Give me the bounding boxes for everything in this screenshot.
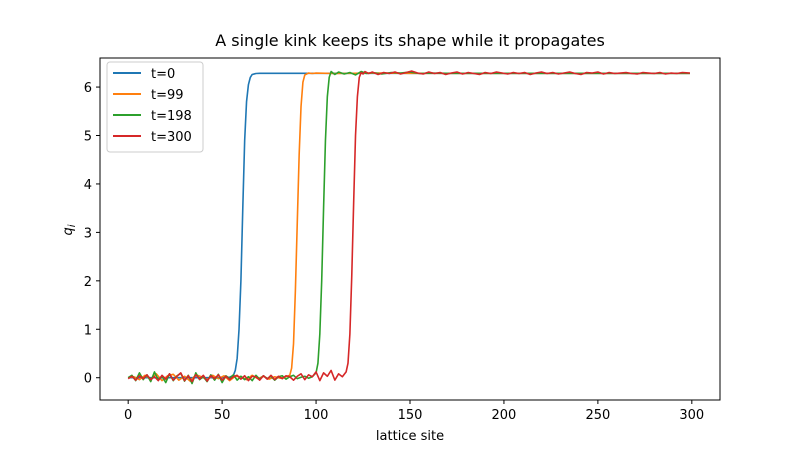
series-line-2: [127, 70, 690, 385]
y-tick-label-0: 0: [84, 372, 92, 387]
x-tick-label-6: 300: [679, 408, 704, 423]
series-line-3: [127, 70, 690, 383]
y-axis-label-subscript: i: [67, 224, 78, 227]
x-tick-label-4: 200: [492, 408, 517, 423]
x-tick-label-0: 0: [124, 408, 132, 423]
y-tick-label-1: 1: [84, 323, 92, 338]
legend-label-2: t=198: [151, 109, 192, 124]
x-tick-label-2: 100: [304, 408, 329, 423]
legend-box: [106, 61, 204, 153]
x-tick-label-5: 250: [585, 408, 610, 423]
x-tick-label-1: 50: [214, 408, 231, 423]
y-tick-label-6: 6: [84, 81, 92, 96]
legend-label-0: t=0: [151, 67, 175, 82]
legend-label-3: t=300: [151, 130, 192, 145]
chart-title: A single kink keeps its shape while it p…: [215, 31, 605, 50]
series-line-0: [128, 72, 690, 379]
y-tick-label-4: 4: [84, 178, 92, 193]
x-axis-label: lattice site: [376, 429, 444, 444]
y-tick-label-3: 3: [84, 226, 92, 241]
y-axis-label: qi: [61, 224, 78, 235]
y-axis-label-main: q: [61, 227, 76, 235]
legend-label-1: t=99: [151, 88, 184, 103]
y-tick-label-2: 2: [84, 275, 92, 290]
y-tick-label-5: 5: [84, 130, 92, 145]
legend: t=0 t=99 t=198 t=300: [106, 61, 204, 153]
plot-area: [127, 70, 690, 385]
axes: 0 50 100 150 200 250 300 0 1 2 3 4 5 6: [84, 57, 721, 423]
series-line-1: [128, 72, 690, 382]
x-tick-label-3: 150: [398, 408, 423, 423]
